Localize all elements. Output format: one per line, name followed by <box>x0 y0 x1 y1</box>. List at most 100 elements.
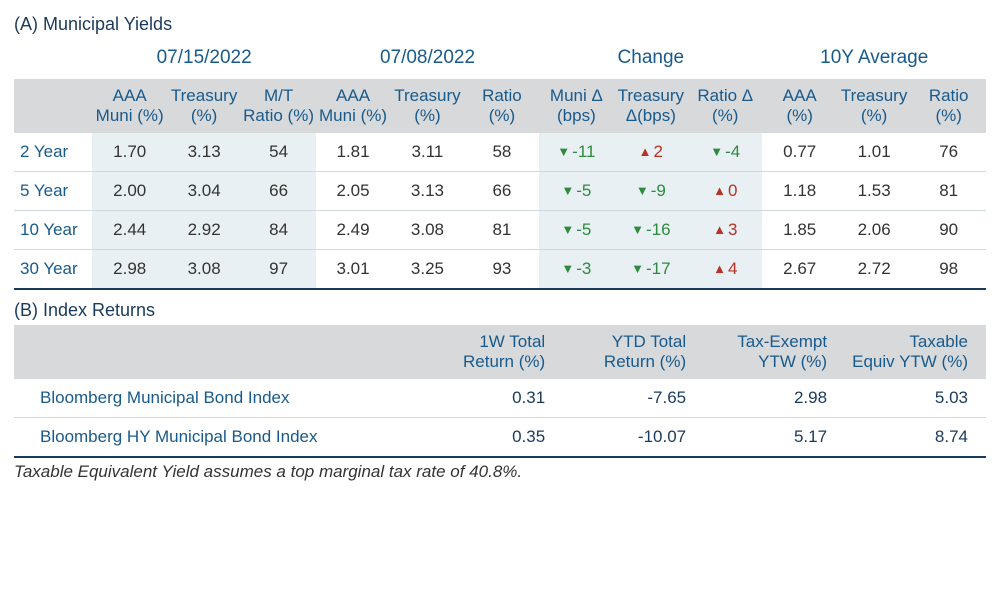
cell: 76 <box>911 133 986 172</box>
cell: -7.65 <box>563 379 704 418</box>
cell: 3.08 <box>390 211 464 250</box>
cell: 81 <box>465 211 539 250</box>
cell: 2.44 <box>92 211 166 250</box>
cell: 3.01 <box>316 250 390 290</box>
delta-cell: ▼-16 <box>614 211 688 250</box>
table-row: Bloomberg HY Municipal Bond Index0.35-10… <box>14 418 986 458</box>
delta-value: -16 <box>646 220 671 239</box>
col-header: Tax-ExemptYTW (%) <box>704 325 845 379</box>
col-header: Treasury(%) <box>837 79 911 133</box>
col-header: Ratio(%) <box>465 79 539 133</box>
triangle-down-icon: ▼ <box>631 261 644 276</box>
cell: 1.81 <box>316 133 390 172</box>
delta-value: -4 <box>725 142 740 161</box>
cell: 1.70 <box>92 133 166 172</box>
delta-value: 3 <box>728 220 737 239</box>
col-header: M/TRatio (%) <box>241 79 315 133</box>
triangle-down-icon: ▼ <box>561 183 574 198</box>
triangle-up-icon: ▲ <box>713 222 726 237</box>
cell: 3.04 <box>167 172 241 211</box>
delta-cell: ▼-3 <box>539 250 613 290</box>
col-header: AAAMuni (%) <box>316 79 390 133</box>
row-label: 30 Year <box>14 250 92 290</box>
cell: 2.49 <box>316 211 390 250</box>
triangle-down-icon: ▼ <box>561 222 574 237</box>
cell: 2.05 <box>316 172 390 211</box>
delta-value: -5 <box>576 181 591 200</box>
cell: 2.00 <box>92 172 166 211</box>
delta-value: -11 <box>572 142 595 161</box>
delta-value: -3 <box>576 259 591 278</box>
col-header: AAA(%) <box>762 79 836 133</box>
delta-value: -9 <box>651 181 666 200</box>
row-label: 10 Year <box>14 211 92 250</box>
delta-cell: ▼-4 <box>688 133 762 172</box>
row-label: Bloomberg HY Municipal Bond Index <box>14 418 422 458</box>
super-header: Change <box>539 39 762 79</box>
cell: 5.03 <box>845 379 986 418</box>
cell: 1.53 <box>837 172 911 211</box>
section-b-title: (B) Index Returns <box>14 300 986 321</box>
triangle-down-icon: ▼ <box>710 144 723 159</box>
super-header: 10Y Average <box>762 39 986 79</box>
cell: 98 <box>911 250 986 290</box>
cell: 66 <box>465 172 539 211</box>
row-label: 2 Year <box>14 133 92 172</box>
cell: 3.25 <box>390 250 464 290</box>
delta-value: 4 <box>728 259 737 278</box>
col-header: TreasuryΔ(bps) <box>614 79 688 133</box>
footnote: Taxable Equivalent Yield assumes a top m… <box>14 462 986 482</box>
cell: 1.01 <box>837 133 911 172</box>
delta-cell: ▲4 <box>688 250 762 290</box>
cell: 0.35 <box>422 418 563 458</box>
col-header: YTD TotalReturn (%) <box>563 325 704 379</box>
col-header: Treasury(%) <box>167 79 241 133</box>
cell: 2.67 <box>762 250 836 290</box>
cell: -10.07 <box>563 418 704 458</box>
delta-cell: ▲2 <box>614 133 688 172</box>
delta-cell: ▼-17 <box>614 250 688 290</box>
section-a-title: (A) Municipal Yields <box>14 14 986 35</box>
triangle-down-icon: ▼ <box>557 144 570 159</box>
index-returns-table: 1W TotalReturn (%)YTD TotalReturn (%)Tax… <box>14 325 986 458</box>
cell: 2.72 <box>837 250 911 290</box>
col-header: Ratio Δ(%) <box>688 79 762 133</box>
cell: 66 <box>241 172 315 211</box>
cell: 3.13 <box>167 133 241 172</box>
cell: 3.11 <box>390 133 464 172</box>
col-header: Muni Δ(bps) <box>539 79 613 133</box>
triangle-down-icon: ▼ <box>631 222 644 237</box>
cell: 54 <box>241 133 315 172</box>
col-header: Treasury(%) <box>390 79 464 133</box>
cell: 93 <box>465 250 539 290</box>
super-header: 07/15/2022 <box>92 39 315 79</box>
delta-cell: ▲0 <box>688 172 762 211</box>
row-label: Bloomberg Municipal Bond Index <box>14 379 422 418</box>
delta-value: 0 <box>728 181 737 200</box>
delta-value: -17 <box>646 259 671 278</box>
cell: 3.08 <box>167 250 241 290</box>
super-header: 07/08/2022 <box>316 39 539 79</box>
cell: 58 <box>465 133 539 172</box>
cell: 81 <box>911 172 986 211</box>
col-header: TaxableEquiv YTW (%) <box>845 325 986 379</box>
table-row: 2 Year1.703.13541.813.1158▼-11▲2▼-40.771… <box>14 133 986 172</box>
delta-cell: ▼-9 <box>614 172 688 211</box>
cell: 0.31 <box>422 379 563 418</box>
cell: 90 <box>911 211 986 250</box>
cell: 2.06 <box>837 211 911 250</box>
cell: 84 <box>241 211 315 250</box>
cell: 2.92 <box>167 211 241 250</box>
cell: 5.17 <box>704 418 845 458</box>
cell: 97 <box>241 250 315 290</box>
cell: 1.18 <box>762 172 836 211</box>
cell: 1.85 <box>762 211 836 250</box>
municipal-yields-table: 07/15/2022 07/08/2022 Change 10Y Average… <box>14 39 986 290</box>
table-row: 5 Year2.003.04662.053.1366▼-5▼-9▲01.181.… <box>14 172 986 211</box>
triangle-up-icon: ▲ <box>713 183 726 198</box>
col-header: Ratio(%) <box>911 79 986 133</box>
table-row: Bloomberg Municipal Bond Index0.31-7.652… <box>14 379 986 418</box>
delta-cell: ▼-5 <box>539 211 613 250</box>
cell: 0.77 <box>762 133 836 172</box>
cell: 8.74 <box>845 418 986 458</box>
